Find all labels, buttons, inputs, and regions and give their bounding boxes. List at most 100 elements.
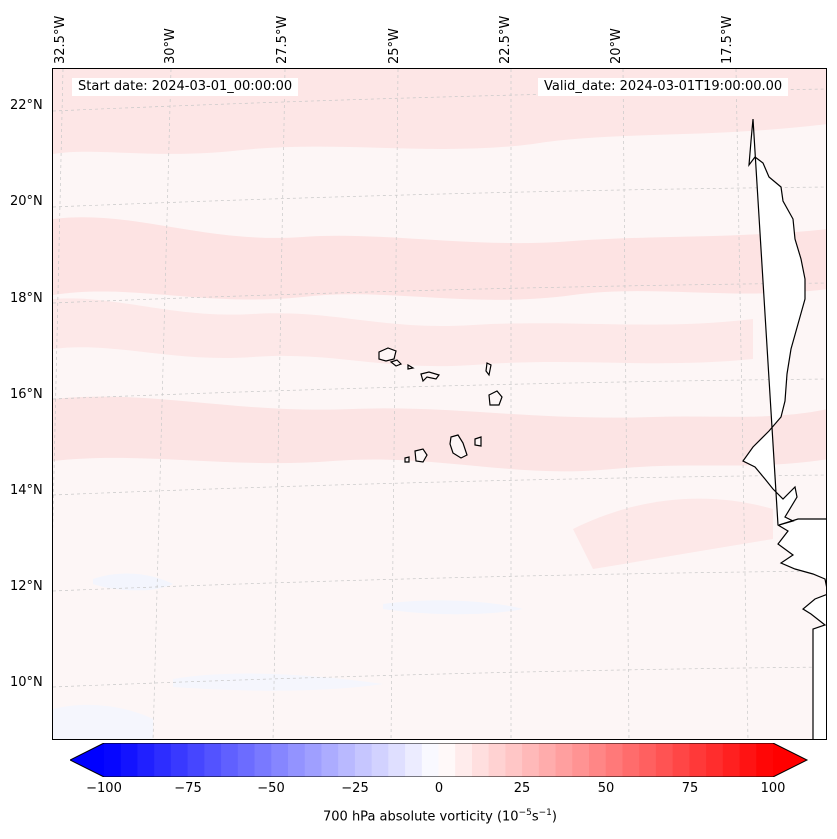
colorbar-bin	[639, 743, 657, 777]
colorbar-bin	[589, 743, 607, 777]
colorbar-bin	[706, 743, 724, 777]
colorbar-extend-min	[70, 743, 104, 777]
negative-vorticity-patch-4	[173, 673, 383, 691]
colorbar-tick-label: 50	[597, 781, 615, 796]
start-date-label: Start date: 2024-03-01_00:00:00	[72, 78, 299, 96]
colorbar-bin	[221, 743, 239, 777]
colorbar-bin	[237, 743, 256, 777]
lat-label-20n: 20°N	[10, 194, 43, 209]
island-santo-antao	[378, 347, 397, 362]
colorbar-bin	[104, 743, 122, 777]
positive-vorticity-band-20n	[53, 217, 826, 300]
colorbar-bin	[572, 743, 590, 777]
negative-vorticity-patch-1	[93, 573, 173, 591]
colorbar-bin	[672, 743, 690, 777]
valid-date-label: Valid_date: 2024-03-01T19:00:00.00	[538, 78, 789, 96]
colorbar-bin	[538, 743, 557, 777]
colorbar-bin	[689, 743, 707, 777]
colorbar-bin	[170, 743, 189, 777]
map-canvas	[53, 69, 826, 739]
colorbar-bin	[522, 743, 540, 777]
island-maio	[474, 436, 482, 447]
colorbar-bin	[354, 743, 373, 777]
colorbar-bin	[555, 743, 573, 777]
colorbar-bin	[304, 743, 322, 777]
island-boa-vista	[488, 390, 503, 406]
colorbar-bin	[622, 743, 640, 777]
lon-label-20w: 20°W	[609, 28, 624, 64]
colorbar-bin	[137, 743, 155, 777]
colorbar-bin	[505, 743, 523, 777]
colorbar-tick-label: −50	[257, 781, 285, 796]
lon-label-32.5w: 32.5°W	[53, 15, 68, 64]
colorbar-bin	[756, 743, 774, 777]
colorbar-bin	[371, 743, 389, 777]
colorbar-bin	[187, 743, 205, 777]
colorbar-bin	[655, 743, 674, 777]
colorbar-bin	[254, 743, 272, 777]
grid-lon-30w	[152, 69, 172, 739]
colorbar-bins	[70, 743, 807, 777]
island-sao-vicente	[389, 359, 403, 367]
lon-label-22.5w: 22.5°W	[498, 15, 513, 64]
colorbar-bin	[488, 743, 506, 777]
island-brava	[404, 456, 410, 463]
grid-lon-32.5w	[53, 69, 64, 533]
lat-label-16n: 16°N	[10, 387, 43, 402]
lon-label-30w: 30°W	[163, 28, 178, 64]
colorbar-extend-max	[773, 743, 807, 777]
africa-coastline	[742, 118, 826, 739]
map-panel[interactable]	[52, 68, 827, 740]
island-fogo	[414, 448, 428, 463]
colorbar-tick-label: 75	[681, 781, 699, 796]
island-sal	[485, 362, 492, 377]
lat-label-18n: 18°N	[10, 291, 43, 306]
positive-vorticity-band-13n	[573, 498, 773, 569]
colorbar-tick-label: 0	[434, 781, 444, 796]
grid-lon-25w	[390, 69, 399, 739]
colorbar-tick-label: −75	[174, 781, 202, 796]
island-santiago	[449, 434, 468, 459]
colorbar-bin	[120, 743, 138, 777]
colorbar-bin	[388, 743, 406, 777]
colorbar-bin	[455, 743, 473, 777]
vorticity-field	[53, 69, 826, 739]
lat-label-10n: 10°N	[10, 675, 43, 690]
island-santa-luzia	[407, 363, 415, 370]
positive-vorticity-band-18n	[53, 298, 753, 367]
lon-label-25w: 25°W	[387, 28, 402, 64]
lon-label-27.5w: 27.5°W	[275, 15, 290, 64]
island-sao-nicolau	[420, 371, 440, 383]
colorbar-tick-label: 25	[513, 781, 531, 796]
colorbar-bin	[438, 743, 456, 777]
lon-label-17.5w: 17.5°W	[720, 15, 735, 64]
colorbar-bin	[287, 743, 306, 777]
colorbar-bin	[321, 743, 339, 777]
colorbar-bin	[739, 743, 757, 777]
colorbar-bin	[471, 743, 490, 777]
grid-lon-17.5w	[735, 69, 749, 739]
colorbar-bin	[338, 743, 356, 777]
negative-vorticity-patch-3	[53, 704, 153, 739]
lat-label-12n: 12°N	[10, 579, 43, 594]
cape-verde-islands	[378, 347, 503, 463]
colorbar-tick-label: −25	[341, 781, 369, 796]
colorbar-bin	[271, 743, 289, 777]
colorbar-bin	[722, 743, 741, 777]
grid-lon-20w	[622, 69, 630, 739]
grid-lon-27.5w	[272, 69, 286, 739]
positive-vorticity-band-15n	[53, 396, 826, 472]
colorbar-bin	[605, 743, 623, 777]
colorbar	[70, 743, 809, 777]
colorbar-title: 700 hPa absolute vorticity (10−5s−1)	[323, 808, 557, 825]
graticule	[53, 69, 826, 739]
colorbar-bin	[154, 743, 172, 777]
colorbar-tick-label: −100	[86, 781, 122, 796]
lat-label-22n: 22°N	[10, 98, 43, 113]
colorbar-bin	[421, 743, 439, 777]
colorbar-tick-label: 100	[760, 781, 786, 796]
lat-label-14n: 14°N	[10, 483, 43, 498]
colorbar-bin	[405, 743, 423, 777]
negative-vorticity-patch-2	[383, 600, 523, 615]
colorbar-bin	[204, 743, 222, 777]
